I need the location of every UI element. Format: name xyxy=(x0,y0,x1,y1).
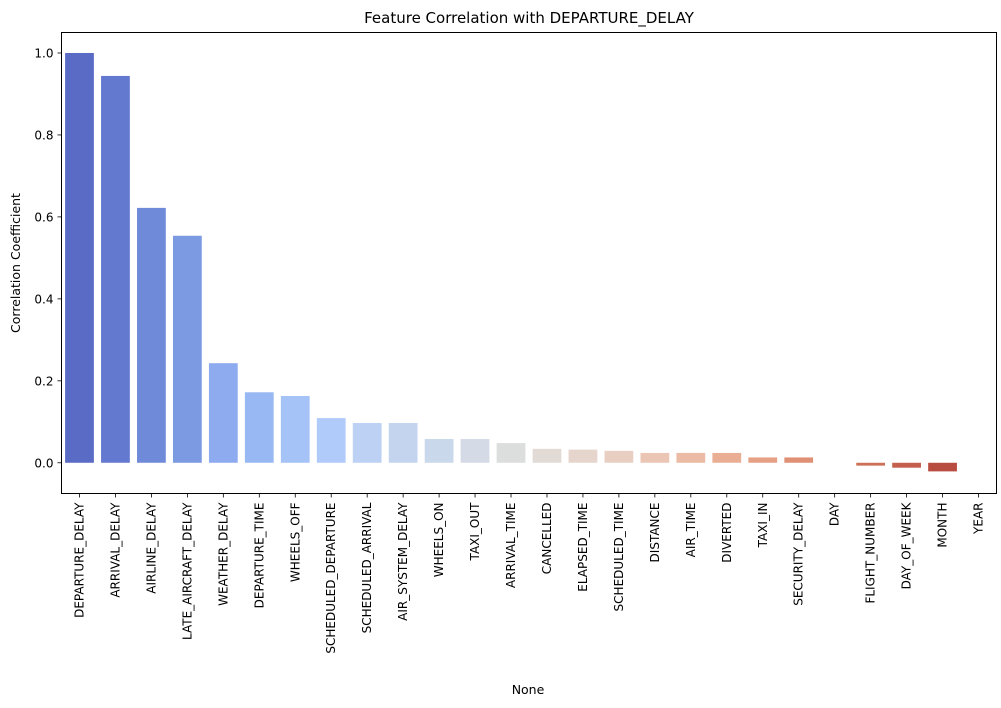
bar-arrival-delay xyxy=(101,75,130,463)
y-tick-label: 0.6 xyxy=(34,210,53,224)
x-tick-label: CANCELLED xyxy=(540,503,554,575)
bar-cancelled xyxy=(532,448,562,463)
bar-wheels-off xyxy=(280,395,310,463)
bar-distance xyxy=(640,452,670,463)
bar-airline-delay xyxy=(137,207,166,463)
y-tick-label: 0.8 xyxy=(34,128,53,142)
bar-weather-delay xyxy=(208,363,238,463)
x-tick-label: AIR_SYSTEM_DELAY xyxy=(396,502,410,621)
x-tick-label: SCHEDULED_DEPARTURE xyxy=(324,503,338,654)
x-tick-label: DAY_OF_WEEK xyxy=(900,501,914,589)
bar-taxi-in xyxy=(748,457,778,463)
bar-elapsed-time xyxy=(568,449,598,463)
x-tick-label: ARRIVAL_TIME xyxy=(504,503,518,589)
x-tick-label: AIR_TIME xyxy=(684,503,698,558)
plot-frame xyxy=(61,32,997,494)
x-tick-label: TAXI_IN xyxy=(756,503,770,549)
x-tick-label: WEATHER_DELAY xyxy=(216,502,230,606)
x-tick-label: DAY xyxy=(828,502,842,526)
x-tick-label: SECURITY_DELAY xyxy=(792,502,806,606)
bars-group xyxy=(65,52,957,472)
x-tick-label: AIRLINE_DELAY xyxy=(144,502,158,594)
bar-late-aircraft-delay xyxy=(172,235,202,463)
bar-scheduled-time xyxy=(604,450,634,463)
bar-wheels-on xyxy=(424,439,454,463)
bar-scheduled-arrival xyxy=(352,423,382,463)
bar-arrival-time xyxy=(496,443,526,463)
y-tick-label: 0.2 xyxy=(34,374,53,388)
y-axis-label: Correlation Coefficient xyxy=(8,193,23,333)
x-tick-label: DIVERTED xyxy=(720,503,734,563)
x-tick-label: DEPARTURE_DELAY xyxy=(72,502,86,618)
x-axis: DEPARTURE_DELAY ARRIVAL_DELAY AIRLINE_DELA… xyxy=(72,493,986,654)
bar-month xyxy=(928,462,957,472)
bar-diverted xyxy=(712,452,742,463)
x-tick-label: MONTH xyxy=(936,503,950,548)
x-tick-label: TAXI_OUT xyxy=(468,502,482,562)
x-tick-label: ARRIVAL_DELAY xyxy=(108,502,122,598)
bar-departure-time xyxy=(244,392,274,463)
x-tick-label: SCHEDULED_ARRIVAL xyxy=(360,502,374,633)
x-tick-label: DEPARTURE_TIME xyxy=(252,503,266,609)
bar-scheduled-departure xyxy=(316,418,346,463)
bar-flight-number xyxy=(856,462,886,466)
y-tick-label: 0.0 xyxy=(34,456,53,470)
y-tick-label: 0.4 xyxy=(34,292,53,306)
chart-title: Feature Correlation with DEPARTURE_DELAY xyxy=(364,9,695,28)
x-tick-label: FLIGHT_NUMBER xyxy=(864,503,878,604)
x-tick-label: DISTANCE xyxy=(648,503,662,563)
x-tick-label: WHEELS_OFF xyxy=(288,502,302,582)
bar-departure-delay xyxy=(65,52,94,463)
x-tick-label: SCHEDULED_TIME xyxy=(612,503,626,612)
x-axis-label: None xyxy=(512,682,545,697)
x-tick-label: LATE_AIRCRAFT_DELAY xyxy=(180,502,194,640)
x-tick-label: ELAPSED_TIME xyxy=(576,503,590,592)
bar-taxi-out xyxy=(460,439,490,463)
bar-air-system-delay xyxy=(388,423,418,463)
bar-air-time xyxy=(676,452,706,463)
y-axis: 0.0 0.2 0.4 0.6 0.8 1.0 xyxy=(34,46,62,470)
bar-security-delay xyxy=(784,457,814,463)
x-tick-label: WHEELS_ON xyxy=(432,503,446,578)
y-tick-label: 1.0 xyxy=(34,46,53,60)
bar-day-of-week xyxy=(892,462,921,468)
x-tick-label: YEAR xyxy=(972,503,986,535)
